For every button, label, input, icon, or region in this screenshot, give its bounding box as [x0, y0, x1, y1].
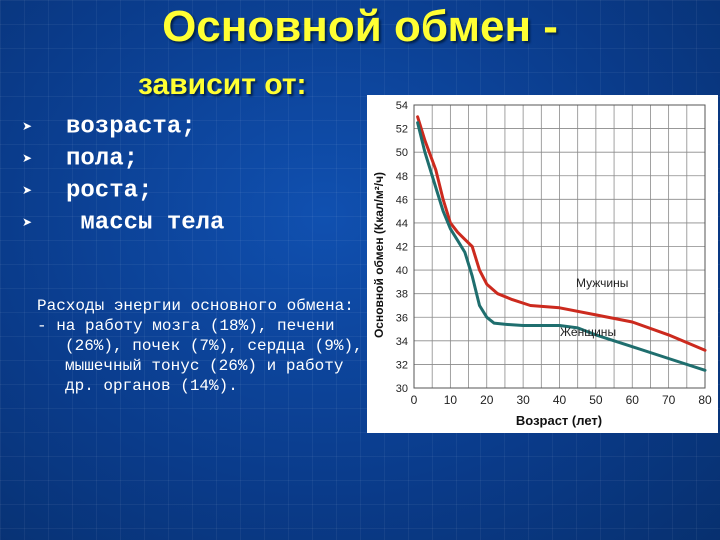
slide-title: Основной обмен -: [162, 2, 558, 51]
series-label-women: Женщины: [560, 325, 616, 339]
x-tick-label: 0: [411, 393, 418, 407]
chart-grid: [413, 104, 706, 389]
y-axis-label: Основной обмен (Ккал/м²/ч): [372, 172, 386, 338]
slide-subtitle: зависит от:: [138, 68, 307, 101]
y-tick-label: 48: [396, 171, 408, 183]
arrowhead-bullet-icon: ➤: [22, 151, 33, 165]
chart-series: [416, 115, 707, 372]
x-tick-label: 40: [553, 393, 567, 407]
x-tick-label: 20: [480, 393, 494, 407]
arrowhead-bullet-icon: ➤: [22, 119, 33, 133]
factor-list: ➤ возраста; ➤ пола; ➤ роста; ➤ массы тела: [22, 110, 224, 238]
x-tick-label: 70: [662, 393, 676, 407]
bullet-text: роста;: [66, 177, 153, 205]
paragraph-line: - на работу мозга (18%), печени (26%), п…: [37, 317, 363, 395]
series-line-women: [416, 121, 707, 372]
paragraph-line: Расходы энергии основного обмена:: [37, 297, 354, 315]
chart-svg: 30 32 34 36 38 40 42 44 46 48 50 52 54 0 10 20 30 40 50 60…: [372, 100, 712, 428]
arrowhead-bullet-icon: ➤: [22, 215, 33, 229]
y-tick-label: 34: [396, 336, 408, 348]
arrowhead-bullet-icon: ➤: [22, 183, 33, 197]
x-axis-ticks: 0 10 20 30 40 50 60 70 80: [411, 393, 712, 407]
x-tick-label: 50: [589, 393, 603, 407]
y-tick-label: 50: [396, 147, 408, 159]
metabolism-chart: 30 32 34 36 38 40 42 44 46 48 50 52 54 0 10 20 30 40 50 60…: [367, 95, 718, 433]
y-tick-label: 36: [396, 312, 408, 324]
y-tick-label: 46: [396, 194, 408, 206]
list-item: ➤ массы тела: [22, 206, 224, 238]
y-tick-label: 42: [396, 242, 408, 254]
y-tick-label: 38: [396, 289, 408, 301]
bullet-text: пола;: [66, 145, 139, 173]
x-axis-label: Возраст (лет): [516, 413, 602, 428]
list-item: ➤ пола;: [22, 142, 224, 174]
y-tick-label: 52: [396, 124, 408, 136]
x-tick-label: 30: [516, 393, 530, 407]
y-axis-ticks: 30 32 34 36 38 40 42 44 46 48 50 52 54: [396, 100, 408, 395]
series-line-men: [416, 115, 707, 352]
series-label-men: Мужчины: [576, 276, 628, 290]
y-tick-label: 40: [396, 265, 408, 277]
list-item: ➤ возраста;: [22, 110, 224, 142]
x-tick-label: 10: [444, 393, 458, 407]
y-tick-label: 44: [396, 218, 408, 230]
energy-expenditure-text: Расходы энергии основного обмена: - на р…: [37, 296, 372, 396]
y-tick-label: 32: [396, 359, 408, 371]
bullet-text: возраста;: [66, 113, 196, 141]
list-item: ➤ роста;: [22, 174, 224, 206]
x-tick-label: 80: [698, 393, 712, 407]
bullet-text: массы тела: [66, 209, 225, 237]
plot-frame: [413, 104, 706, 389]
x-tick-label: 60: [626, 393, 640, 407]
y-tick-label: 54: [396, 100, 408, 112]
y-tick-label: 30: [396, 383, 408, 395]
